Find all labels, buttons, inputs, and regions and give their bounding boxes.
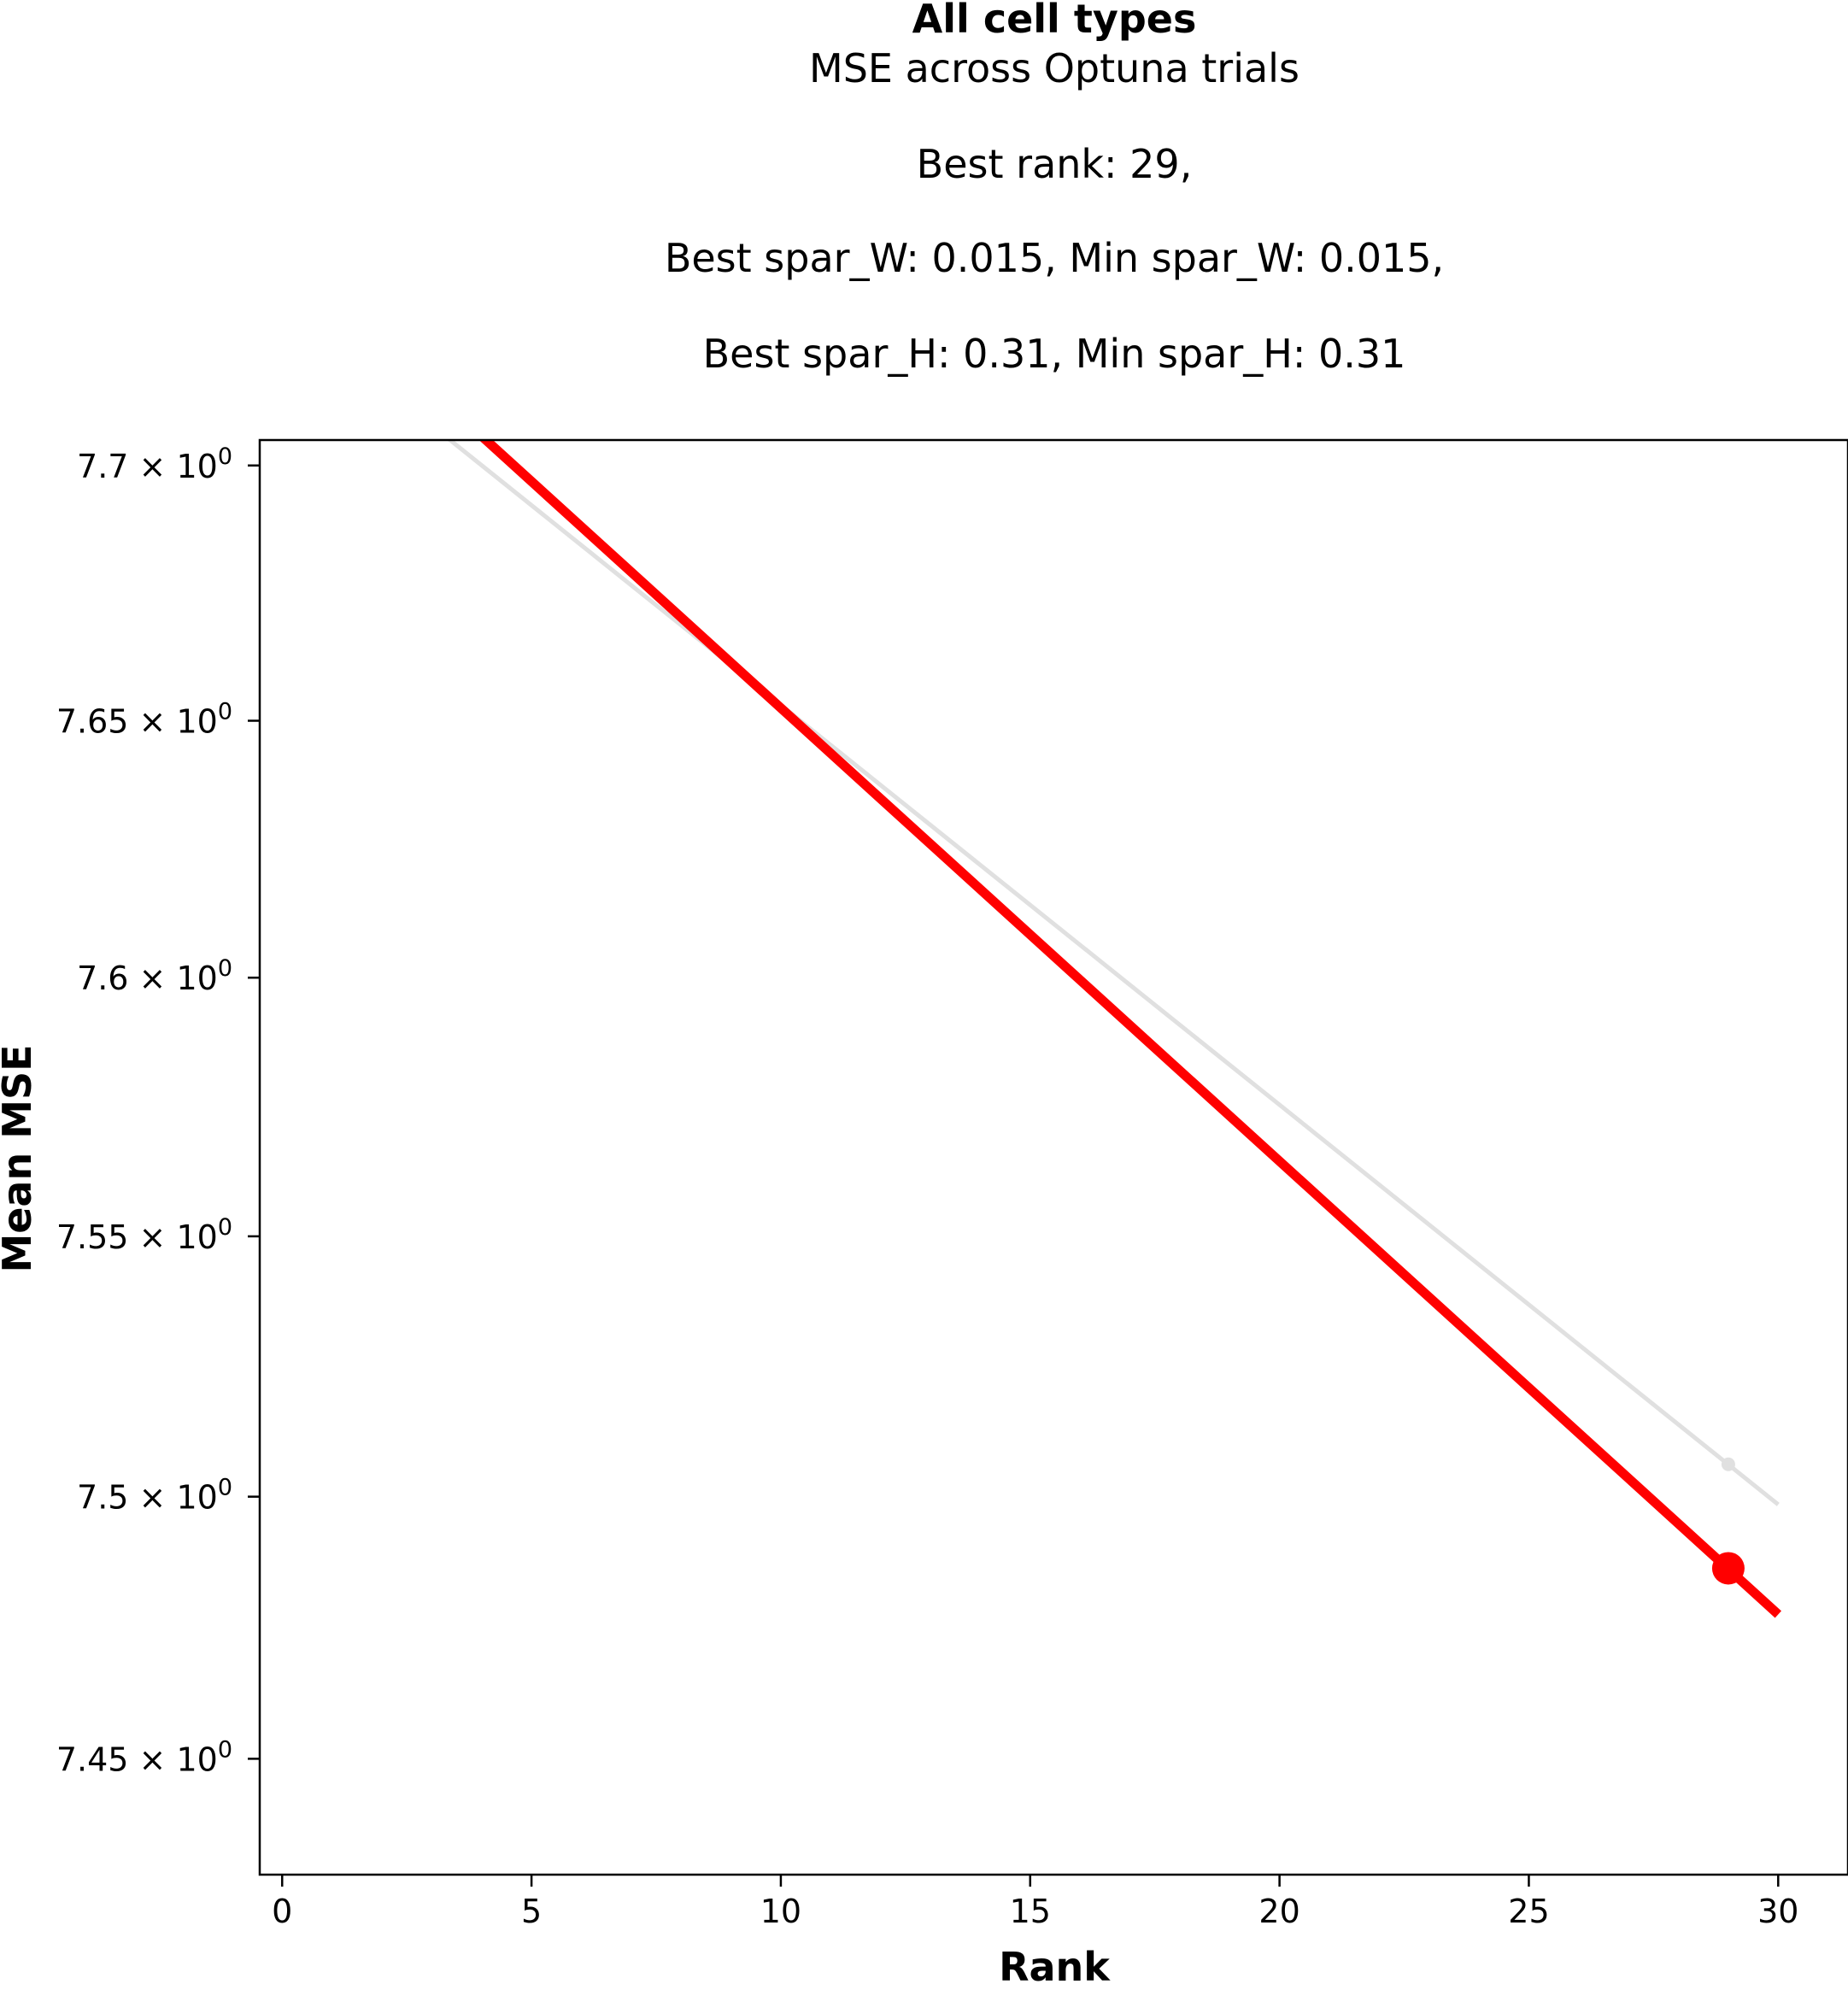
x-tick-label: 15	[1010, 1893, 1051, 1930]
plot-frame	[258, 438, 1848, 1876]
x-tick-label: 20	[1258, 1893, 1299, 1930]
y-tick-label: 7.45 × 100	[56, 1736, 232, 1778]
x-tick-label: 30	[1757, 1893, 1798, 1930]
x-axis-label: Rank	[999, 1944, 1111, 1990]
chart-subtitle-line-3: Best spar_W: 0.015, Min spar_W: 0.015,	[665, 235, 1444, 281]
x-tick-label: 25	[1508, 1893, 1549, 1930]
x-axis: 0 5 10 15 20 25 30	[272, 1875, 1798, 1930]
x-tick-label: 5	[521, 1893, 542, 1930]
series-line-trial	[446, 440, 1780, 1506]
chart-subtitle-line-4: Best spar_H: 0.31, Min spar_H: 0.31	[703, 331, 1406, 377]
trial-marker	[1721, 1457, 1735, 1471]
y-tick-label: 7.65 × 100	[56, 699, 232, 741]
x-tick-label: 10	[760, 1893, 801, 1930]
best-marker	[1711, 1552, 1745, 1585]
x-tick-label: 0	[272, 1893, 292, 1930]
chart-title: All cell types	[912, 0, 1197, 42]
series-line-best	[478, 440, 1781, 1618]
y-axis: 7.45 × 100 7.5 × 100 7.55 × 100 7.6 × 100 7.…	[56, 443, 260, 1778]
series-layer	[446, 440, 1781, 1618]
chart-title-block: All cell types MSE across Optuna trials …	[665, 0, 1444, 377]
chart-subtitle-line-2: Best rank: 29,	[917, 141, 1193, 187]
y-tick-label: 7.55 × 100	[56, 1214, 232, 1256]
y-axis-label: Mean MSE	[0, 1044, 40, 1272]
y-tick-label: 7.6 × 100	[77, 955, 232, 997]
y-tick-label: 7.7 × 100	[77, 443, 232, 485]
chart-subtitle-line-1: MSE across Optuna trials	[809, 45, 1299, 91]
y-tick-label: 7.5 × 100	[77, 1475, 232, 1517]
